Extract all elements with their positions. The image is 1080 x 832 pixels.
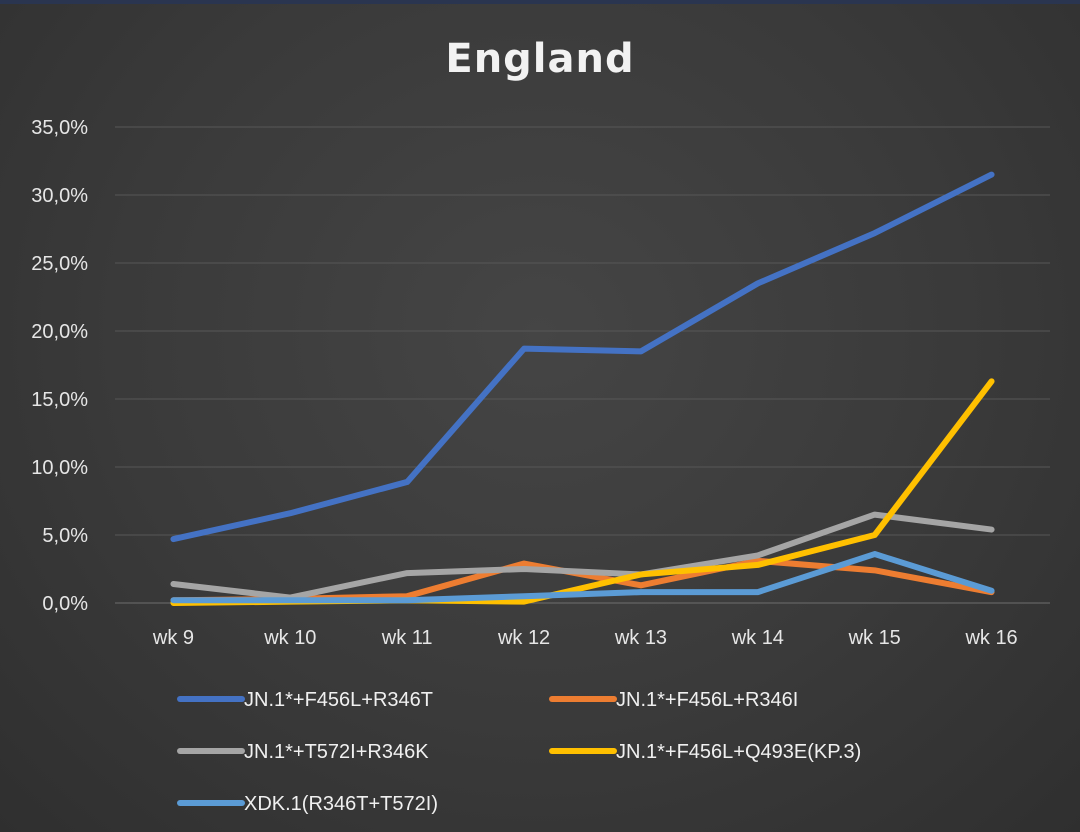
x-tick-label: wk 13	[614, 627, 667, 649]
x-tick-label: wk 12	[497, 627, 550, 649]
x-tick-label: wk 14	[731, 627, 784, 649]
chart-title: England	[445, 36, 634, 82]
legend-label: XDK.1(R346T+T572I)	[244, 793, 438, 815]
legend-label: JN.1*+F456L+R346T	[244, 689, 433, 711]
y-tick-label: 20,0%	[31, 321, 88, 343]
legend-label: JN.1*+T572I+R346K	[244, 741, 429, 763]
series-line-3	[170, 511, 995, 601]
top-border	[0, 0, 1080, 4]
y-tick-label: 35,0%	[31, 117, 88, 139]
y-tick-label: 15,0%	[31, 389, 88, 411]
y-tick-label: 5,0%	[42, 525, 88, 547]
x-tick-label: wk 11	[381, 627, 433, 649]
series-line-1	[170, 171, 995, 543]
legend-label: JN.1*+F456L+R346I	[616, 689, 798, 711]
y-tick-label: 30,0%	[31, 185, 88, 207]
y-tick-label: 25,0%	[31, 253, 88, 275]
x-tick-label: wk 9	[152, 627, 194, 649]
x-tick-label: wk 16	[964, 627, 1017, 649]
legend-label: JN.1*+F456L+Q493E(KP.3)	[616, 741, 861, 763]
y-tick-label: 10,0%	[31, 457, 88, 479]
x-tick-label: wk 10	[263, 627, 316, 649]
series-line-5	[170, 551, 995, 604]
y-tick-label: 0,0%	[42, 593, 88, 615]
x-tick-label: wk 15	[848, 627, 901, 649]
